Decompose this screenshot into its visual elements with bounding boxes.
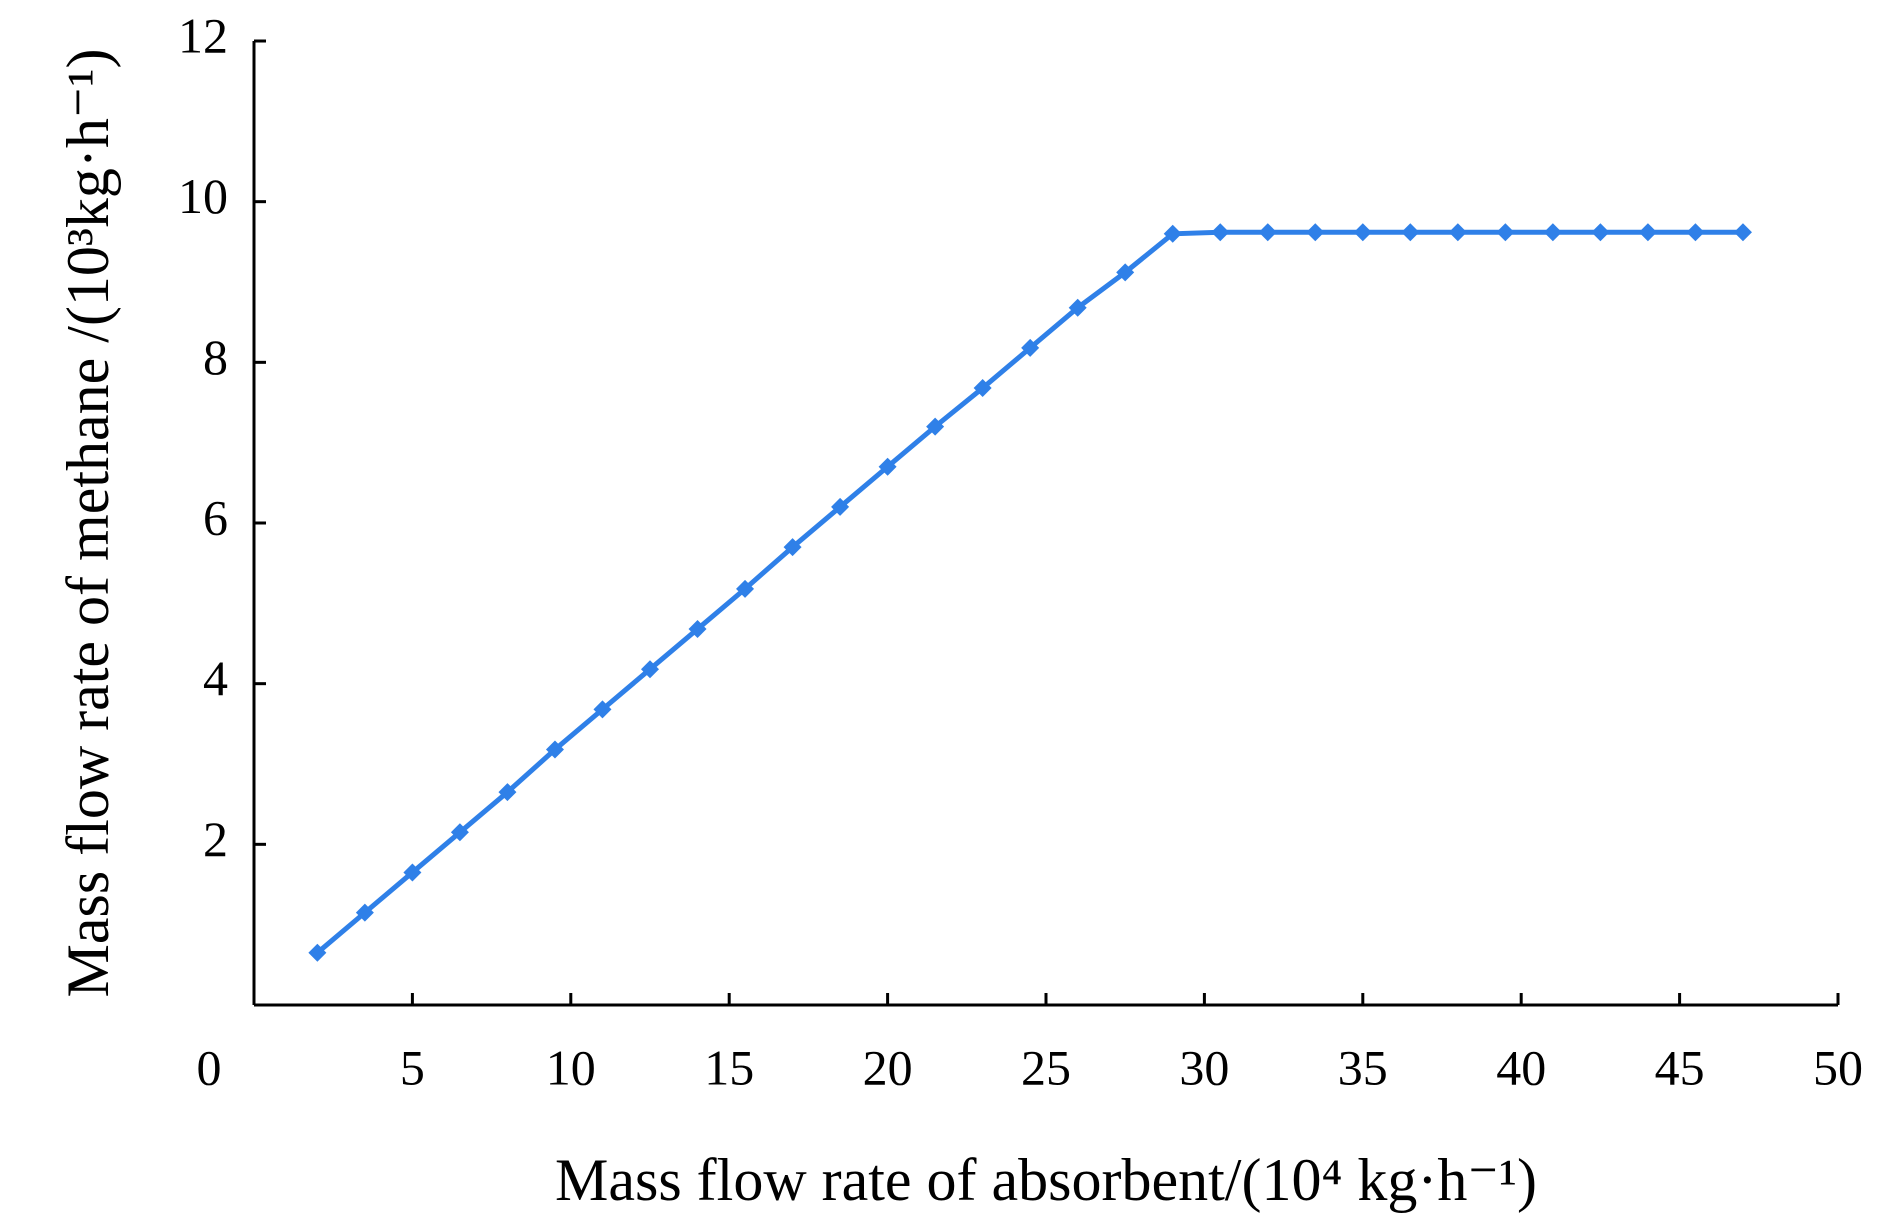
point (450, 823, 469, 842)
y-axis-label: Mass flow rate of methane /(10³kg·h⁻¹) (55, 48, 121, 997)
point (1306, 223, 1325, 242)
point (1638, 223, 1657, 242)
y-tick-label: 8 (203, 329, 228, 385)
x-tick-label: 25 (1021, 1039, 1071, 1095)
x-tick-label: 50 (1813, 1039, 1863, 1095)
point (1163, 224, 1182, 243)
point (1448, 223, 1467, 242)
point (1543, 223, 1562, 242)
point (973, 379, 992, 398)
point (878, 457, 897, 476)
point (641, 660, 659, 679)
point (688, 620, 707, 639)
point (736, 579, 755, 598)
point (593, 700, 612, 719)
y-tick-label: 10 (178, 168, 228, 224)
x-tick-label: 30 (1179, 1039, 1229, 1095)
y-tick-label: 2 (203, 811, 228, 867)
point (831, 497, 850, 516)
point (403, 863, 422, 882)
point (1686, 223, 1705, 242)
point (1401, 223, 1420, 242)
x-tick-label: 20 (863, 1039, 913, 1095)
point (1496, 223, 1515, 242)
point (545, 740, 564, 759)
y-tick-label: 4 (203, 650, 228, 706)
x-tick-label: 10 (546, 1039, 596, 1095)
point (1591, 223, 1610, 242)
x-axis-label: Mass flow rate of absorbent/(10⁴ kg·h⁻¹) (555, 1147, 1537, 1213)
x-tick-label: 15 (704, 1039, 754, 1095)
point (498, 783, 517, 802)
point (308, 943, 327, 962)
point (1068, 298, 1087, 317)
x-tick-label: 0 (197, 1039, 222, 1095)
point (783, 538, 802, 557)
point (1211, 223, 1230, 242)
point (1353, 223, 1372, 242)
point (1021, 338, 1040, 357)
x-tick-label: 40 (1496, 1039, 1546, 1095)
point (926, 417, 945, 436)
x-tick-label: 35 (1338, 1039, 1388, 1095)
point (1733, 223, 1752, 242)
point (1116, 263, 1135, 282)
x-tick-label: 5 (400, 1039, 425, 1095)
y-tick-label: 12 (178, 7, 228, 63)
point (355, 903, 374, 922)
x-tick-label: 45 (1655, 1039, 1705, 1095)
y-tick-label: 6 (203, 489, 228, 545)
point (1258, 223, 1277, 242)
